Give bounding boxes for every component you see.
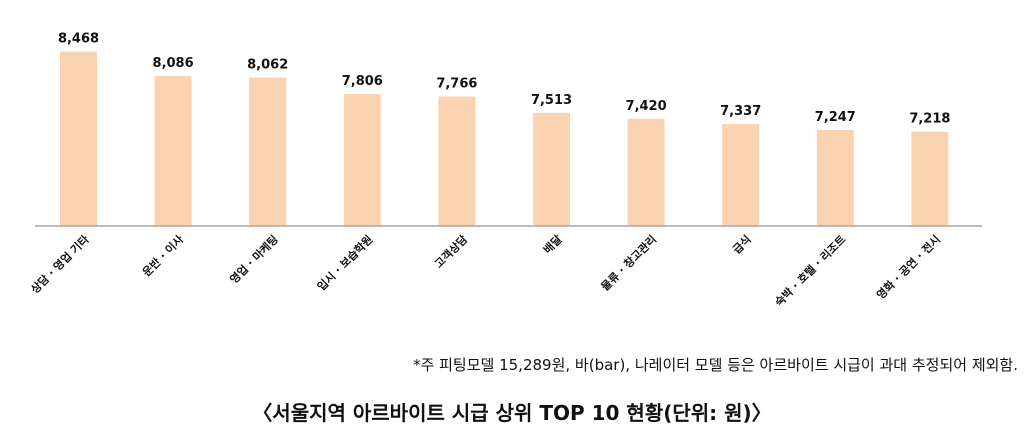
category-label-5: 고객상담 xyxy=(431,232,470,271)
value-label-1: 8,468 xyxy=(58,31,99,46)
bar-6 xyxy=(533,112,570,226)
category-label-4: 입시 · 보습학원 xyxy=(314,232,375,293)
bar-8 xyxy=(722,124,760,226)
bar-7 xyxy=(627,118,665,226)
chart-title: 〈서울지역 아르바이트 시급 상위 TOP 10 현황(단위: 원)〉 xyxy=(252,401,772,425)
bar-9 xyxy=(816,129,854,226)
bars-layer xyxy=(60,51,949,227)
value-labels-layer: 8,468 8,086 8,062 7,806 7,766 7,513 7,420 7,337… xyxy=(58,31,951,126)
value-label-7: 7,420 xyxy=(626,99,667,114)
value-label-8: 7,337 xyxy=(720,104,761,119)
bar-4 xyxy=(343,93,381,226)
value-label-5: 7,766 xyxy=(436,77,477,92)
category-label-9: 숙박 · 호텔 · 리조트 xyxy=(772,232,849,309)
bar-10 xyxy=(911,131,949,226)
category-label-1: 상담 · 영업 기타 xyxy=(28,232,93,297)
bar-3 xyxy=(249,77,287,227)
category-label-3: 영업 · 마케팅 xyxy=(227,232,281,286)
category-label-8: 급식 xyxy=(730,232,754,256)
value-label-9: 7,247 xyxy=(815,110,856,125)
category-label-10: 영화 · 공연 · 전시 xyxy=(873,232,943,302)
bar-5 xyxy=(438,96,476,227)
category-label-7: 물류 · 창고관리 xyxy=(598,232,659,293)
value-label-3: 8,062 xyxy=(247,58,288,73)
value-label-2: 8,086 xyxy=(153,56,194,71)
footnote: *주 피팅모델 15,289원, 바(bar), 나레이터 모델 등은 아르바이… xyxy=(413,356,1018,374)
bar-1 xyxy=(60,51,97,227)
category-label-2: 운반 · 이사 xyxy=(139,232,187,280)
value-label-4: 7,806 xyxy=(342,74,383,89)
value-label-10: 7,218 xyxy=(909,112,950,127)
bar-2 xyxy=(154,76,192,226)
bar-chart: 8,468 8,086 8,062 7,806 7,766 7,513 7,420 7,337… xyxy=(28,31,982,309)
category-label-6: 배달 xyxy=(540,232,564,256)
value-label-6: 7,513 xyxy=(531,93,572,108)
category-labels-layer: 상담 · 영업 기타 운반 · 이사 영업 · 마케팅 입시 · 보습학원 고객상담 배달… xyxy=(28,232,943,309)
